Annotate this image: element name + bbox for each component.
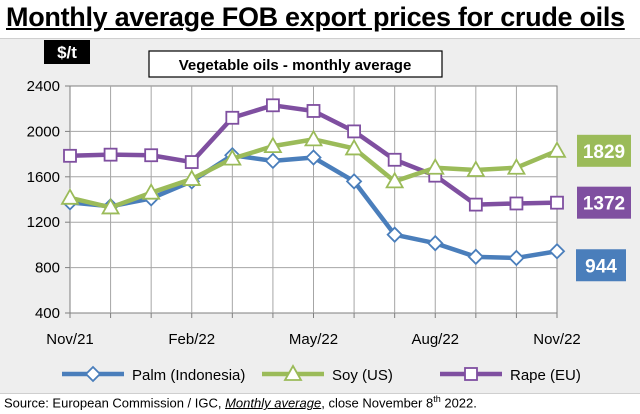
- x-tick-label-Nov-21: Nov/21: [46, 331, 94, 348]
- x-tick-label-Feb-22: Feb/22: [168, 331, 215, 348]
- rape-point-5: [266, 98, 280, 113]
- end-label-rape: 1372: [583, 194, 625, 215]
- chart-subtitle: Vegetable oils - monthly average: [179, 57, 412, 74]
- rape-point-3: [184, 155, 199, 169]
- soy-point-3: [182, 169, 202, 186]
- rape-point-7: [347, 124, 361, 139]
- rape-point-0: [63, 148, 77, 163]
- x-tick-label-Aug-22: Aug/22: [411, 331, 459, 348]
- x-tick-label-Nov-22: Nov/22: [533, 331, 581, 348]
- soy-point-6: [303, 129, 324, 147]
- soy-point-0: [60, 187, 80, 205]
- end-label-palm: 944: [585, 256, 617, 277]
- soy-point-4: [222, 148, 242, 166]
- unit-badge: [44, 40, 90, 64]
- soy-point-5: [263, 136, 283, 154]
- series-soy: [60, 129, 567, 215]
- palm-point-11: [508, 249, 525, 267]
- soy-point-9: [425, 157, 445, 175]
- source-date-suffix: th: [433, 394, 441, 404]
- end-labels: 1829 1372 944: [576, 134, 631, 282]
- soy-point-11: [506, 157, 526, 175]
- rape-point-10: [468, 197, 483, 212]
- rape-point-12: [550, 195, 564, 210]
- x-axis: Nov/21 Feb/22 May/22 Aug/22 Nov/22: [46, 313, 581, 348]
- end-label-soy: 1829: [583, 142, 625, 163]
- end-label-box-rape: [577, 186, 631, 219]
- palm-point-7: [345, 173, 363, 190]
- unit-label: $/t: [57, 43, 77, 62]
- y-tick-label-1200: 1200: [27, 214, 60, 231]
- rape-point-4: [225, 110, 240, 125]
- palm-point-8: [386, 226, 403, 243]
- line-chart: 400 800 1200 1600 2000 2400 Nov/21 Feb/22 May/2…: [27, 40, 631, 384]
- legend-label-palm: Palm (Indonesia): [132, 367, 245, 384]
- soy-point-7: [344, 138, 364, 156]
- x-tick-label-May-22: May/22: [289, 331, 338, 348]
- y-tick-label-400: 400: [35, 305, 60, 322]
- legend-marker-palm: [84, 365, 102, 383]
- source-date: , close November 8: [321, 395, 434, 411]
- y-tick-label-800: 800: [35, 260, 60, 277]
- y-axis: 400 800 1200 1600 2000 2400: [27, 78, 70, 322]
- y-tick-label-2400: 2400: [27, 78, 60, 95]
- palm-point-9: [426, 234, 444, 252]
- source-prefix: Source: European Commission / IGC,: [4, 395, 226, 411]
- subtitle-box: [148, 50, 443, 78]
- y-tick-label-1600: 1600: [27, 169, 60, 186]
- series-rape: [63, 98, 564, 212]
- soy-point-2: [141, 182, 161, 200]
- legend: Palm (Indonesia) Soy (US) Rape (EU): [62, 364, 581, 384]
- legend-label-soy: Soy (US): [332, 367, 393, 384]
- soy-point-12: [547, 140, 567, 158]
- source-link[interactable]: Monthly average: [225, 395, 322, 411]
- legend-label-rape: Rape (EU): [510, 367, 581, 384]
- source-note: Source: European Commission / IGC, Month…: [4, 394, 477, 410]
- rape-point-8: [387, 152, 402, 167]
- series-group: [60, 98, 567, 267]
- end-label-box-palm: [576, 249, 626, 282]
- soy-point-10: [466, 160, 486, 177]
- source-year: 2022.: [440, 395, 477, 411]
- palm-point-6: [305, 149, 322, 166]
- chart-title: Monthly average FOB export prices for cr…: [6, 2, 625, 32]
- y-tick-label-2000: 2000: [27, 123, 60, 140]
- legend-marker-soy: [283, 364, 303, 381]
- palm-point-5: [264, 152, 282, 170]
- soy-point-1: [101, 197, 121, 215]
- soy-point-8: [385, 171, 405, 189]
- palm-point-10: [467, 248, 485, 266]
- rape-point-6: [306, 104, 321, 118]
- palm-point-12: [548, 242, 566, 260]
- legend-marker-rape: [464, 367, 478, 381]
- rape-point-11: [509, 196, 524, 211]
- rape-point-1: [103, 147, 118, 162]
- end-label-box-soy: [577, 134, 631, 167]
- rape-point-2: [144, 148, 159, 163]
